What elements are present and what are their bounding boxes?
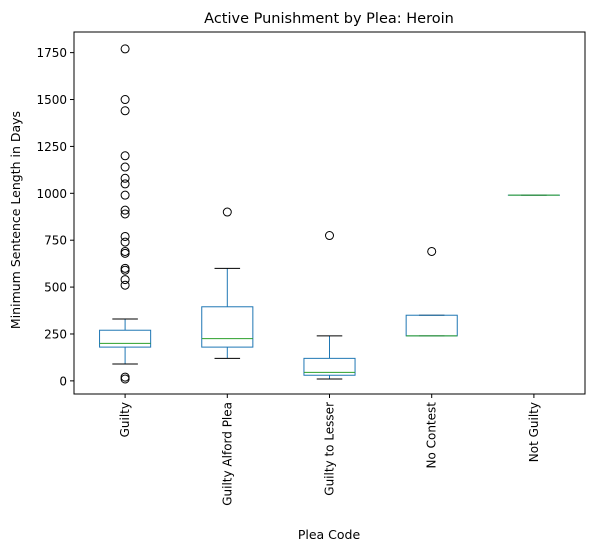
outlier-point [326, 232, 334, 240]
outlier-point [121, 264, 129, 272]
x-tick-label: Guilty Alford Plea [220, 402, 234, 506]
chart-title: Active Punishment by Plea: Heroin [204, 11, 454, 27]
outlier-point [121, 163, 129, 171]
y-tick-label: 250 [44, 327, 67, 341]
outlier-point [121, 96, 129, 104]
box-group [406, 247, 457, 335]
outlier-point [121, 247, 129, 255]
box-iqr [406, 315, 457, 336]
y-tick-label: 1500 [36, 93, 67, 107]
x-tick-label: No Contest [425, 402, 439, 469]
y-axis-label: Minimum Sentence Length in Days [8, 111, 23, 329]
x-axis: Guilty Guilty Alford Plea Guilty to Lesser… [118, 394, 541, 506]
y-axis: 0 250 500 750 1000 1250 1500 1750 [36, 46, 74, 388]
box-group [202, 208, 253, 358]
y-tick-label: 500 [44, 281, 67, 295]
box-series [100, 45, 560, 383]
outlier-point [121, 276, 129, 284]
outlier-point [121, 174, 129, 182]
outlier-point [121, 107, 129, 115]
box-iqr [202, 307, 253, 347]
outlier-point [121, 266, 129, 274]
outlier-point [428, 247, 436, 255]
box-group [304, 232, 355, 379]
outlier-point [223, 208, 231, 216]
outlier-point [121, 191, 129, 199]
y-tick-label: 0 [59, 374, 67, 388]
box-group [100, 45, 151, 383]
x-tick-label: Guilty [118, 402, 132, 437]
outlier-point [121, 152, 129, 160]
outlier-point [121, 232, 129, 240]
y-tick-label: 1000 [36, 187, 67, 201]
box-iqr [100, 330, 151, 347]
outlier-point [121, 375, 129, 383]
x-tick-label: Not Guilty [527, 402, 541, 462]
y-tick-label: 1750 [36, 46, 67, 60]
y-tick-label: 750 [44, 234, 67, 248]
x-tick-label: Guilty to Lesser [323, 402, 337, 496]
outlier-point [121, 45, 129, 53]
y-tick-label: 1250 [36, 140, 67, 154]
x-axis-label: Plea Code [298, 527, 361, 542]
outlier-point [121, 373, 129, 381]
outlier-point [121, 249, 129, 257]
